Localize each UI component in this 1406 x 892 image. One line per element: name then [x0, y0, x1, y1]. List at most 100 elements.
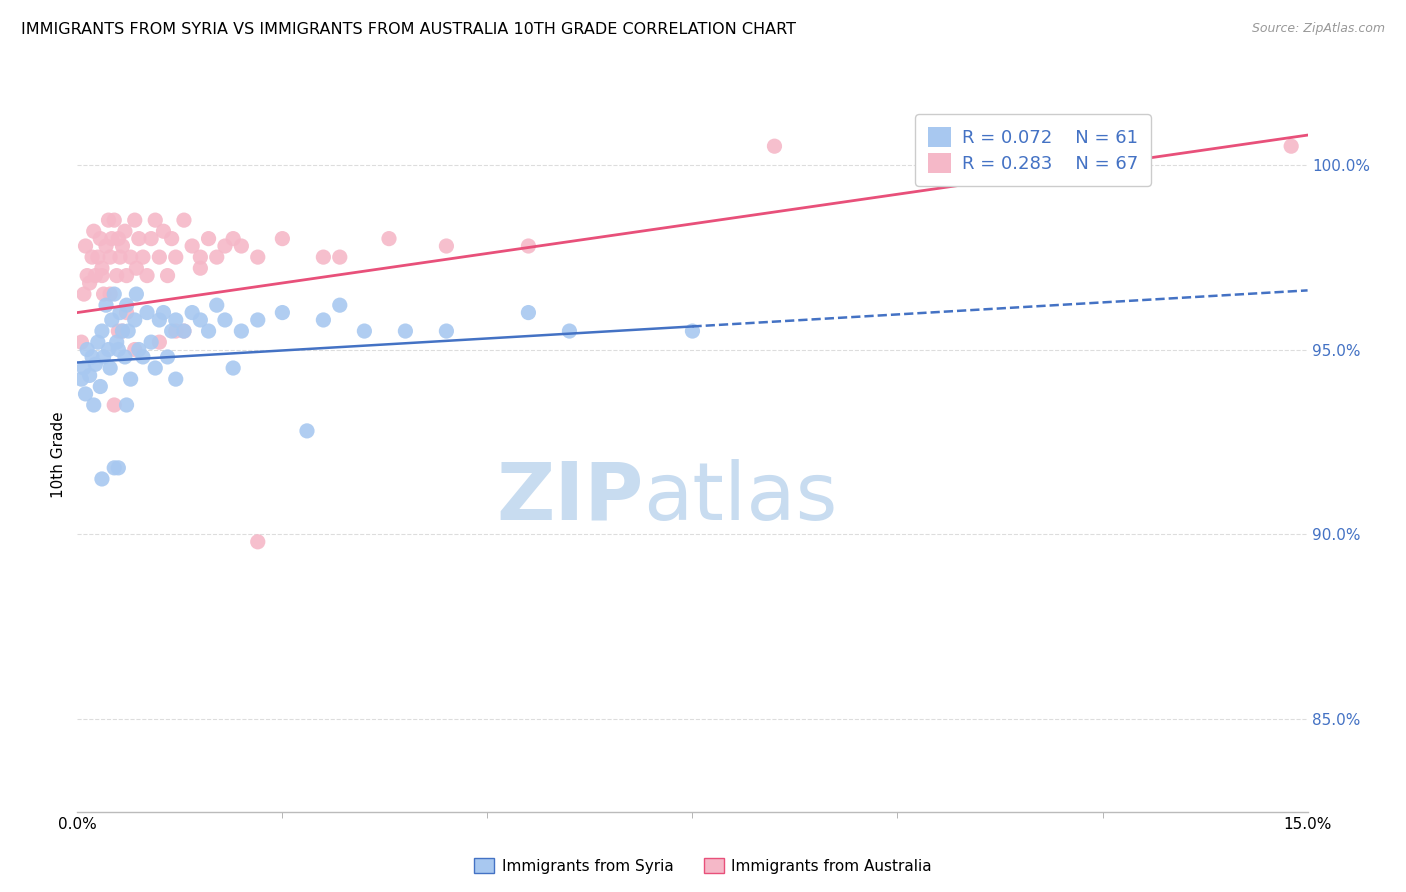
Point [329, 298, 352, 312]
Point [115, 268, 138, 283]
Point [160, 324, 183, 338]
Point [97, 343, 120, 357]
Point [143, 361, 166, 376]
Point [98, 287, 121, 301]
Point [436, 324, 458, 338]
Point [87, 335, 110, 350]
Point [90, 261, 114, 276]
Point [136, 305, 159, 319]
Point [103, 213, 125, 227]
Point [141, 335, 163, 350]
Point [105, 335, 128, 350]
Point [114, 350, 136, 364]
Point [79, 276, 101, 290]
Point [1132, 139, 1154, 153]
Point [103, 398, 125, 412]
Point [181, 239, 204, 253]
Point [312, 313, 335, 327]
Point [101, 232, 124, 246]
Point [76, 343, 98, 357]
Point [558, 324, 581, 338]
Y-axis label: 10th Grade: 10th Grade [51, 411, 66, 499]
Point [105, 268, 128, 283]
Point [148, 335, 170, 350]
Point [173, 213, 195, 227]
Point [108, 250, 131, 264]
Point [125, 287, 148, 301]
Point [75, 239, 97, 253]
Point [73, 287, 96, 301]
Point [73, 361, 96, 376]
Point [271, 232, 294, 246]
Point [128, 232, 150, 246]
Point [222, 361, 245, 376]
Point [517, 305, 540, 319]
Point [128, 343, 150, 357]
Point [188, 261, 212, 276]
Point [107, 232, 129, 246]
Point [353, 324, 375, 338]
Point [115, 298, 138, 312]
Point [1279, 139, 1302, 153]
Point [83, 398, 105, 412]
Point [156, 350, 179, 364]
Point [152, 224, 174, 238]
Point [160, 232, 183, 246]
Point [156, 268, 179, 283]
Text: IMMIGRANTS FROM SYRIA VS IMMIGRANTS FROM AUSTRALIA 10TH GRADE CORRELATION CHART: IMMIGRANTS FROM SYRIA VS IMMIGRANTS FROM… [21, 22, 796, 37]
Point [124, 313, 146, 327]
Point [89, 232, 111, 246]
Point [83, 224, 105, 238]
Point [124, 343, 146, 357]
Point [101, 313, 124, 327]
Point [181, 305, 204, 319]
Point [82, 250, 104, 264]
Point [124, 213, 146, 227]
Point [94, 298, 117, 312]
Point [76, 268, 98, 283]
Point [148, 313, 170, 327]
Text: Source: ZipAtlas.com: Source: ZipAtlas.com [1251, 22, 1385, 36]
Point [132, 350, 155, 364]
Point [188, 313, 212, 327]
Point [70, 335, 93, 350]
Point [205, 250, 228, 264]
Point [517, 239, 540, 253]
Point [90, 268, 114, 283]
Point [682, 324, 704, 338]
Point [295, 424, 318, 438]
Point [205, 298, 228, 312]
Point [111, 324, 134, 338]
Point [197, 324, 219, 338]
Point [231, 239, 253, 253]
Point [107, 324, 129, 338]
Point [87, 250, 110, 264]
Point [165, 313, 187, 327]
Point [115, 305, 138, 319]
Point [165, 372, 187, 386]
Point [97, 213, 120, 227]
Point [98, 250, 121, 264]
Point [111, 324, 134, 338]
Point [89, 379, 111, 393]
Legend: R = 0.072    N = 61, R = 0.283    N = 67: R = 0.072 N = 61, R = 0.283 N = 67 [915, 114, 1152, 186]
Point [188, 250, 212, 264]
Point [141, 232, 163, 246]
Point [125, 261, 148, 276]
Point [394, 324, 416, 338]
Point [93, 350, 115, 364]
Point [120, 250, 142, 264]
Point [246, 534, 269, 549]
Point [79, 368, 101, 383]
Point [165, 250, 187, 264]
Point [271, 305, 294, 319]
Point [107, 461, 129, 475]
Point [378, 232, 401, 246]
Point [94, 239, 117, 253]
Point [115, 398, 138, 412]
Point [197, 232, 219, 246]
Legend: Immigrants from Syria, Immigrants from Australia: Immigrants from Syria, Immigrants from A… [468, 852, 938, 880]
Text: atlas: atlas [644, 458, 838, 537]
Point [132, 250, 155, 264]
Point [214, 313, 236, 327]
